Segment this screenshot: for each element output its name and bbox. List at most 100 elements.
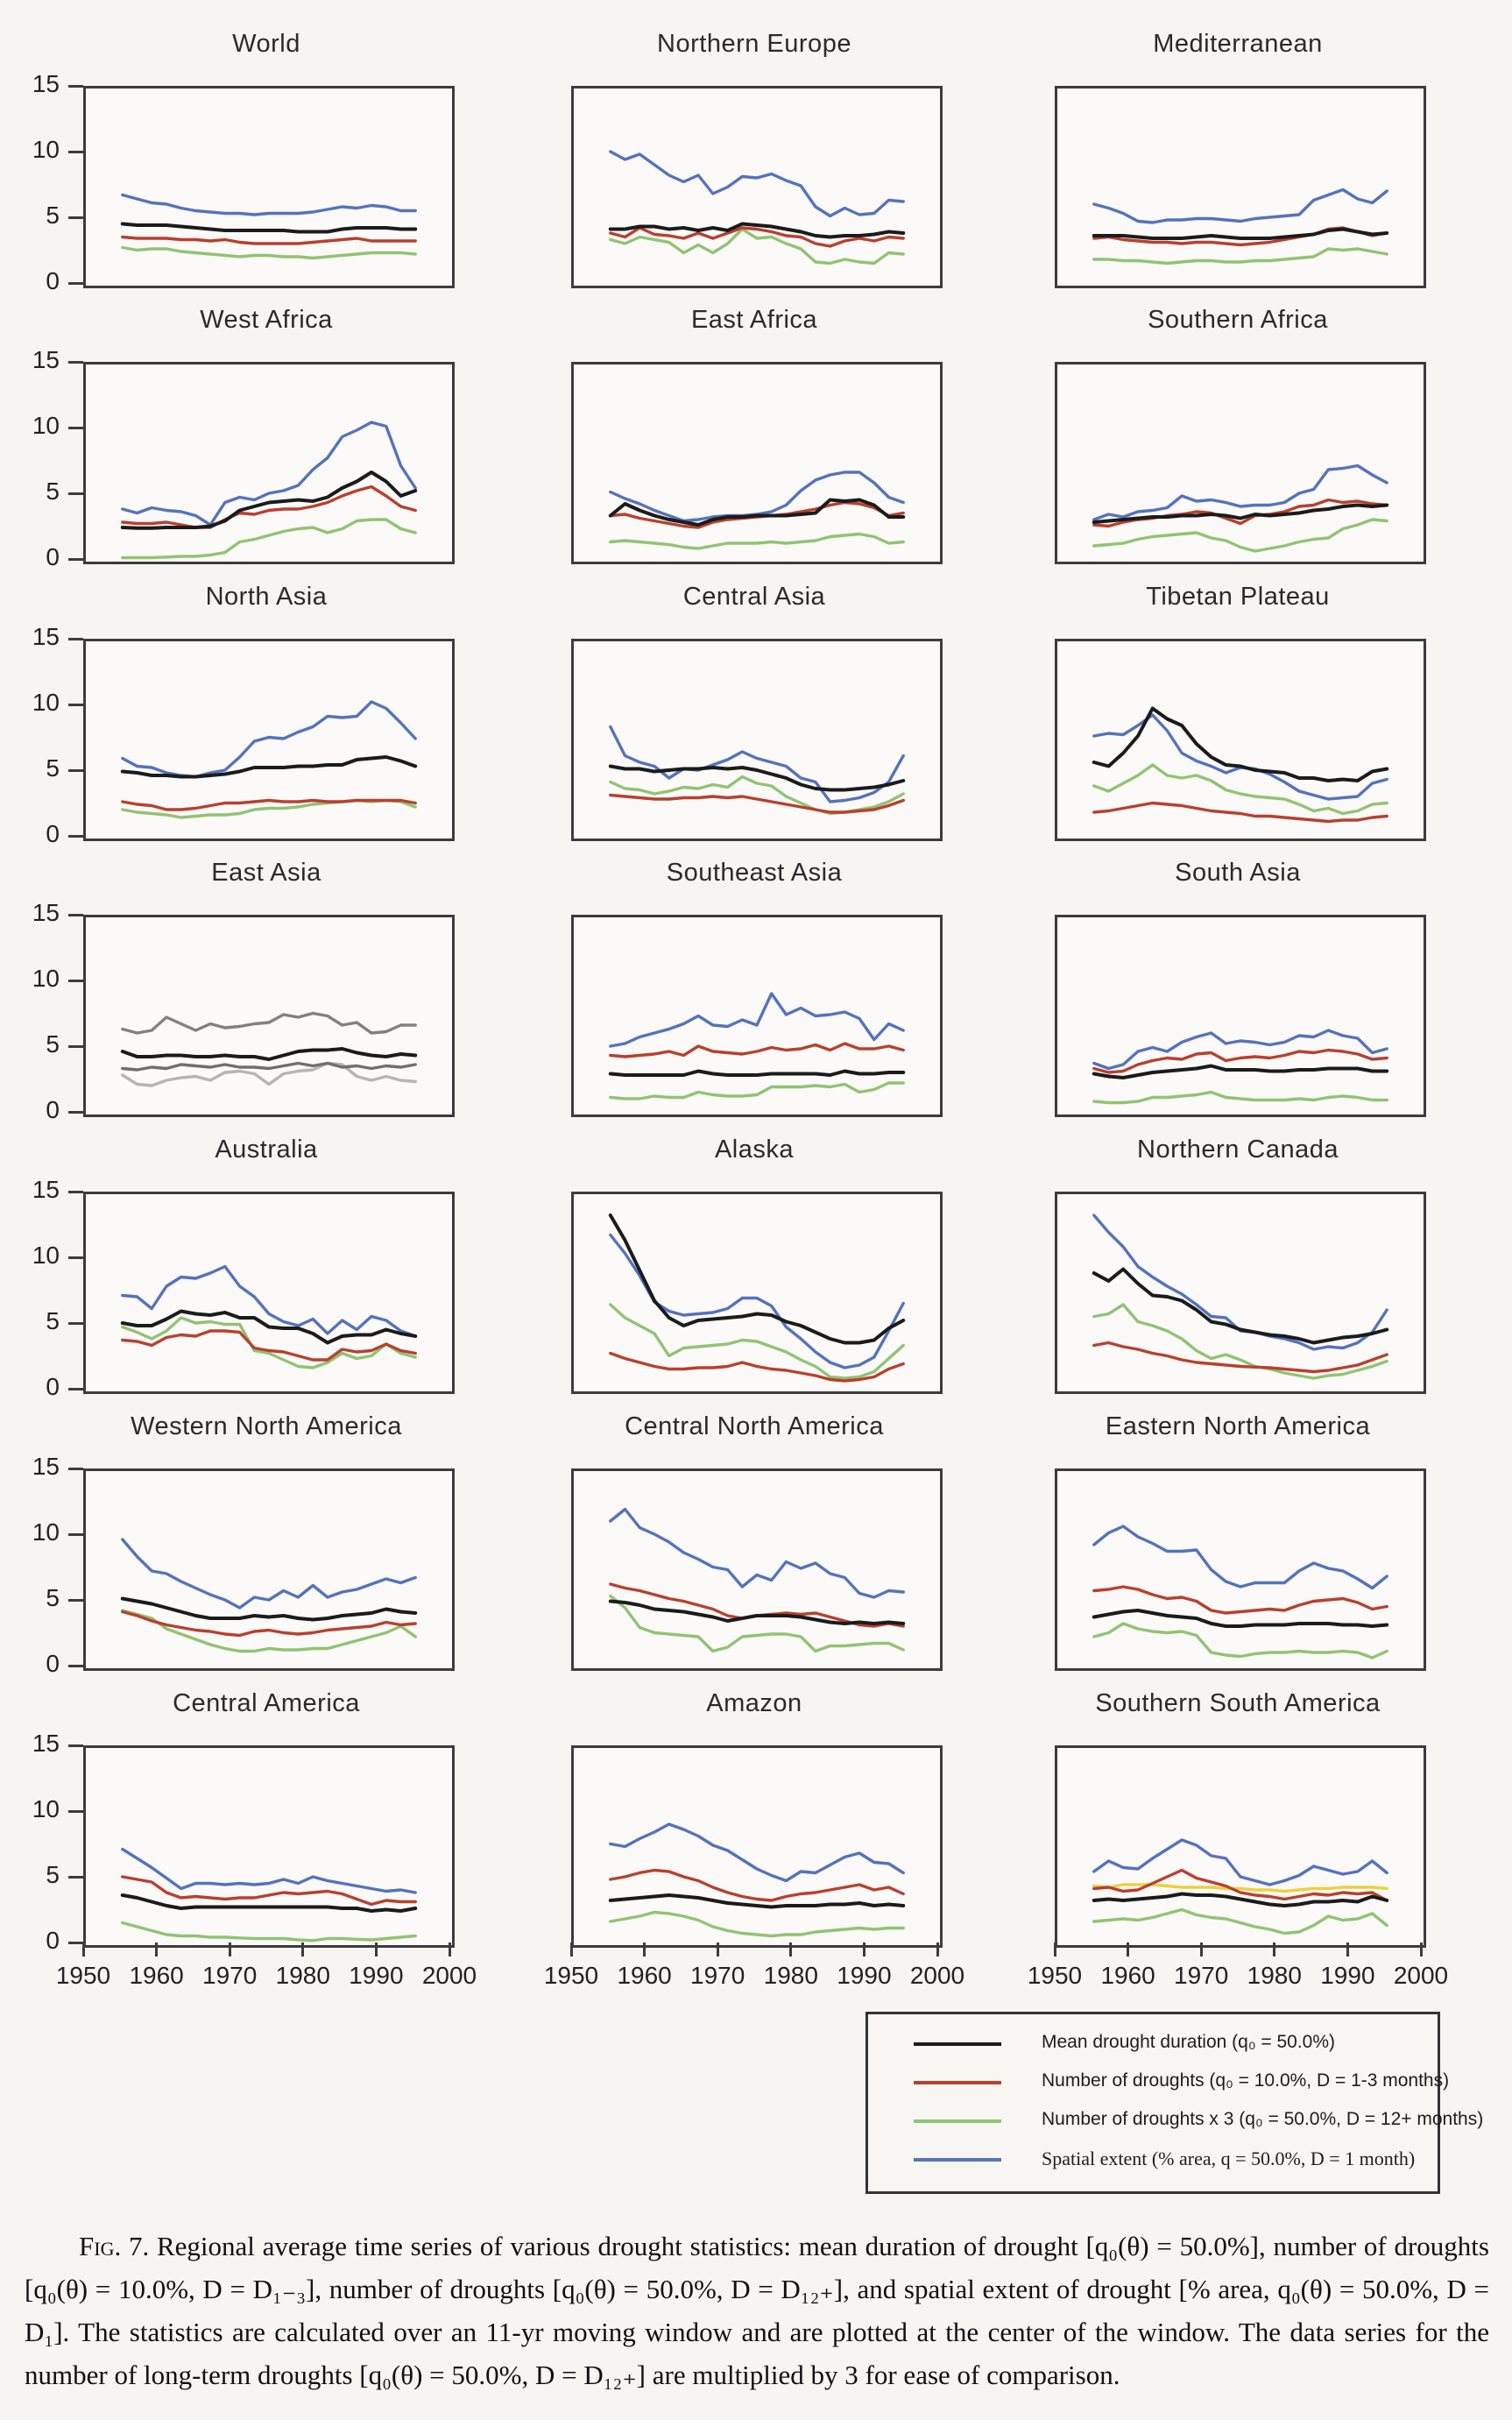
- legend-line-sample: [914, 2081, 1001, 2084]
- x-tick-label: 1980: [275, 1962, 330, 1989]
- legend-line-sample: [914, 2158, 1001, 2162]
- x-tick-mark: [643, 1942, 646, 1957]
- chart-panel-central-north-america: [571, 1468, 943, 1671]
- series-number-of-droughts-x3-12mo: [121, 1316, 417, 1369]
- series-number-of-droughts-1-3mo: [1092, 801, 1388, 824]
- series-mean-drought-duration: [1092, 1609, 1389, 1628]
- legend-line-sample: [914, 2119, 1001, 2123]
- series-mean-drought-duration: [120, 1047, 418, 1061]
- series-mean-drought-duration: [120, 222, 418, 234]
- series-spatial-extent: [609, 471, 905, 523]
- y-tick-mark: [68, 637, 83, 640]
- y-tick-label: 5: [46, 754, 60, 782]
- y-tick-label: 0: [46, 820, 60, 847]
- series-number-of-droughts-x3-12mo: [609, 1081, 905, 1100]
- y-tick-label: 15: [32, 1176, 60, 1203]
- y-tick-mark: [68, 1941, 83, 1944]
- chart-title-world: World: [232, 30, 300, 58]
- chart-panel-australia: [83, 1192, 455, 1394]
- series-number-of-droughts-x3-12mo: [121, 1921, 417, 1942]
- y-tick-mark: [68, 1744, 83, 1747]
- series-number-of-droughts-1-3mo: [609, 1351, 905, 1383]
- x-tick-label: 2000: [909, 1962, 965, 1989]
- y-tick-mark: [68, 360, 83, 364]
- series-number-of-droughts-x3-12mo: [121, 1609, 417, 1653]
- series-mean-drought-duration: [608, 498, 906, 527]
- chart-panel-northern-canada: [1055, 1192, 1426, 1394]
- y-tick-mark: [68, 703, 83, 706]
- legend-label: Spatial extent (% area, q = 50.0%, D = 1…: [1042, 2148, 1416, 2169]
- chart-title-mediterranean: Mediterranean: [1153, 30, 1323, 58]
- y-tick-mark: [68, 1387, 83, 1390]
- series-spatial-extent: [121, 1538, 417, 1610]
- series-mean-drought-duration: [1092, 1892, 1389, 1907]
- legend-item-number-of-droughts: Number of droughts (q₀ = 10.0%, D = 1-3 …: [868, 2065, 1449, 2100]
- y-tick-mark: [68, 426, 83, 429]
- chart-panel-southern-south-america: [1055, 1745, 1426, 1948]
- chart-title-west-africa: West Africa: [200, 306, 333, 334]
- x-tick-label: 1960: [617, 1962, 672, 1989]
- chart-panel-southern-africa: [1055, 362, 1426, 564]
- series-number-of-droughts-1-3mo: [121, 1061, 417, 1072]
- x-tick-mark: [1419, 1942, 1423, 1957]
- series-number-of-droughts-x3-12mo: [1092, 763, 1388, 816]
- caption-label: Fig. 7.: [79, 2231, 150, 2261]
- series-number-of-droughts-1-3mo: [609, 226, 905, 248]
- x-tick-mark: [862, 1942, 866, 1957]
- y-tick-mark: [68, 768, 83, 772]
- series-mean-drought-duration: [120, 1309, 418, 1345]
- chart-panel-alaska: [571, 1192, 943, 1394]
- y-tick-label: 5: [46, 202, 60, 229]
- chart-panel-western-north-america: [83, 1468, 455, 1671]
- legend-label: Number of droughts x 3 (q₀ = 50.0%, D = …: [1042, 2109, 1484, 2129]
- chart-panel-central-asia: [571, 639, 943, 841]
- series-number-of-droughts-1-3mo: [121, 1610, 417, 1638]
- y-tick-label: 15: [32, 1453, 60, 1480]
- y-tick-label: 5: [46, 478, 60, 505]
- series-spatial-extent: [1092, 188, 1388, 224]
- series-number-of-droughts-1-3mo: [609, 1042, 905, 1058]
- series-mean-drought-duration: [120, 471, 418, 530]
- y-tick-label: 0: [46, 543, 60, 570]
- series-mean-drought-duration: [120, 1596, 418, 1622]
- chart-panel-east-asia: [83, 915, 455, 1117]
- y-tick-mark: [68, 150, 83, 153]
- x-tick-label: 1990: [349, 1962, 404, 1989]
- x-tick-mark: [374, 1942, 378, 1957]
- legend-item-spatial-extent: Spatial extent (% area, q = 50.0%, D = 1…: [868, 2142, 1438, 2177]
- y-tick-label: 0: [46, 267, 60, 294]
- y-tick-mark: [68, 1809, 83, 1813]
- y-tick-mark: [68, 834, 83, 838]
- chart-title-southern-africa: Southern Africa: [1148, 306, 1328, 334]
- y-tick-mark: [68, 557, 83, 561]
- x-tick-label: 1970: [1174, 1962, 1229, 1989]
- y-tick-mark: [68, 1110, 83, 1114]
- series-mean-drought-duration: [1092, 1064, 1389, 1079]
- y-tick-label: 0: [46, 1650, 60, 1677]
- y-tick-label: 10: [32, 1795, 60, 1822]
- x-tick-mark: [936, 1942, 939, 1957]
- series-number-of-droughts-x3-12mo: [1092, 518, 1388, 553]
- y-tick-label: 5: [46, 1030, 60, 1058]
- series-number-of-droughts-1-3mo: [121, 798, 417, 811]
- chart-title-northern-canada: Northern Canada: [1137, 1136, 1339, 1164]
- series-number-of-droughts-x3-12mo: [609, 775, 905, 816]
- chart-title-south-asia: South Asia: [1175, 859, 1301, 887]
- series-number-of-droughts-x3-12mo: [609, 1303, 905, 1380]
- series-spatial-extent: [121, 1847, 417, 1894]
- x-tick-label: 1990: [1320, 1962, 1375, 1989]
- series-unlabeled-yellow-series: [1092, 1883, 1388, 1893]
- x-tick-mark: [716, 1942, 719, 1957]
- y-tick-label: 5: [46, 1307, 60, 1334]
- chart-title-east-africa: East Africa: [690, 306, 818, 334]
- y-tick-label: 15: [32, 1730, 60, 1757]
- legend-line-sample: [914, 2042, 1001, 2046]
- chart-panel-south-asia: [1055, 915, 1426, 1117]
- legend-label: Number of droughts (q₀ = 10.0%, D = 1-3 …: [1042, 2070, 1450, 2091]
- series-number-of-droughts-x3-12mo: [1092, 1090, 1388, 1105]
- series-number-of-droughts-x3-12mo: [609, 1910, 905, 1938]
- series-number-of-droughts-x3-12mo: [121, 518, 417, 560]
- series-number-of-droughts-1-3mo: [609, 1582, 905, 1628]
- x-tick-mark: [448, 1942, 451, 1957]
- series-mean-drought-duration: [608, 1599, 906, 1625]
